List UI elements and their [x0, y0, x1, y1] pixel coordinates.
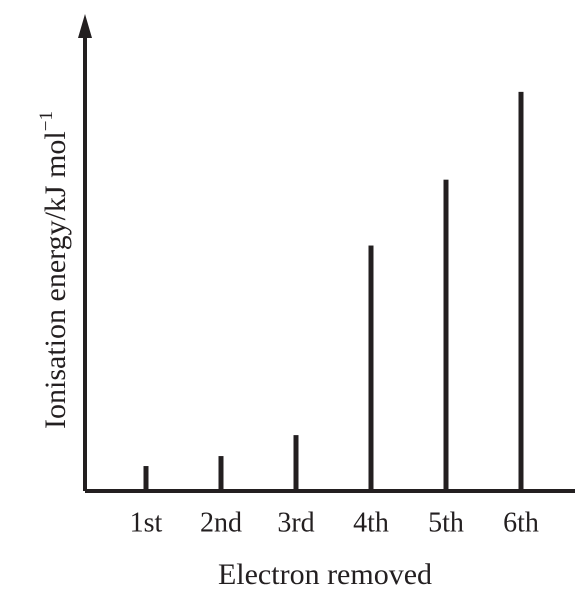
x-axis-label: Electron removed [218, 558, 432, 591]
x-tick-label: 1st [130, 507, 163, 538]
bar [518, 91, 524, 489]
bar [443, 179, 449, 489]
bar [143, 466, 149, 489]
bar [218, 456, 224, 489]
x-tick-label: 6th [503, 507, 539, 538]
y-axis-label: Ionisation energy/kJ mol−1 [36, 111, 72, 429]
y-axis-label-superscript: −1 [36, 111, 57, 131]
x-tick-label: 3rd [277, 507, 314, 538]
bar [368, 245, 374, 489]
bar [293, 435, 299, 489]
y-axis-arrow [78, 14, 92, 38]
x-tick-label: 4th [353, 507, 389, 538]
y-axis-label-main: Ionisation energy/kJ mol [39, 131, 72, 429]
x-tick-label: 2nd [200, 507, 242, 538]
x-tick-label: 5th [428, 507, 464, 538]
